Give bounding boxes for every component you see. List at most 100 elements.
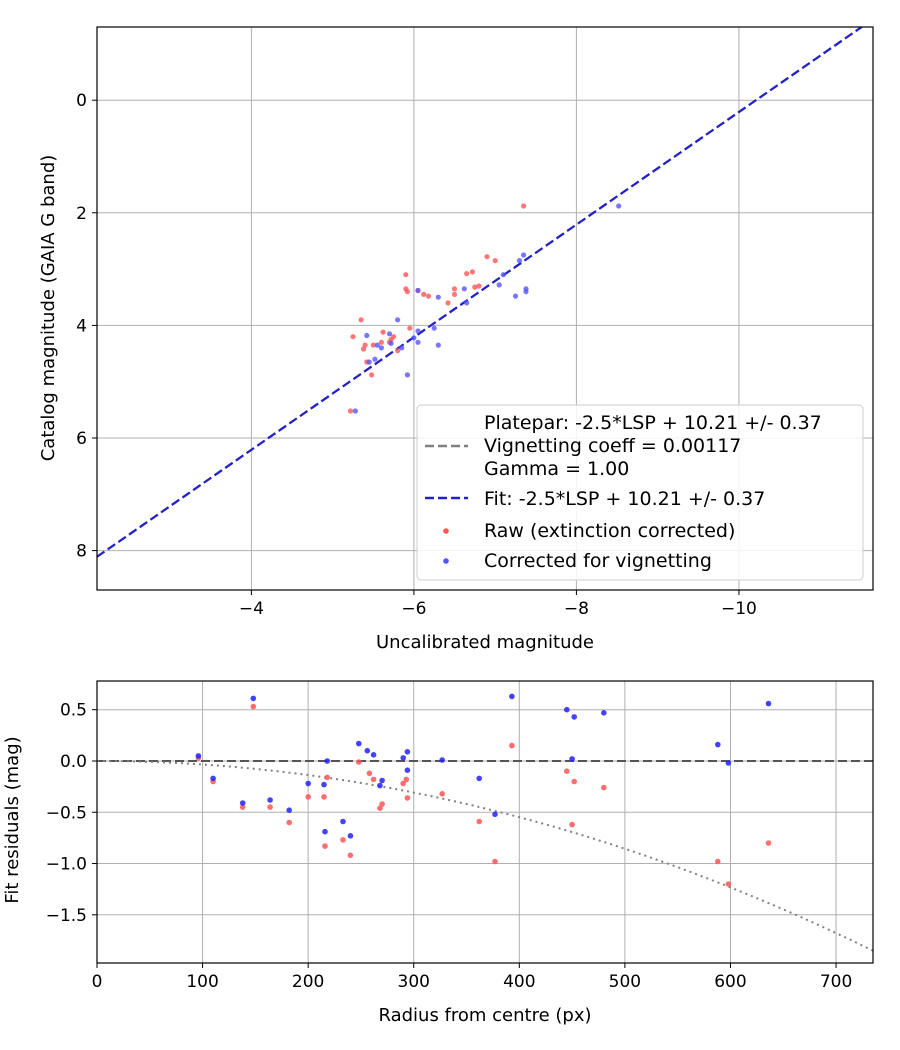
corrected-point: [509, 693, 515, 700]
raw-point: [425, 293, 432, 299]
raw-point: [484, 254, 490, 260]
y-tick-label: 0.5: [60, 701, 87, 721]
x-tick-label: −4: [239, 599, 264, 619]
x-tick-label: −6: [401, 599, 426, 619]
raw-point: [369, 372, 375, 378]
corrected-point: [267, 797, 273, 803]
corrected-point: [347, 833, 354, 839]
raw-point: [492, 258, 498, 264]
raw-point: [451, 291, 458, 297]
raw-point: [362, 342, 368, 348]
x-tick-label: 500: [609, 972, 641, 992]
corrected-point: [210, 775, 216, 782]
raw-point: [379, 801, 385, 807]
reference-lines: [97, 759, 873, 952]
corrected-point: [492, 811, 498, 818]
corrected-point: [616, 203, 622, 209]
corrected-point: [239, 800, 246, 806]
corrected-point: [370, 752, 377, 758]
corrected-point: [415, 328, 421, 334]
y-tick-label: −1.5: [46, 906, 87, 926]
raw-point: [395, 348, 401, 354]
x-tick-label: −10: [721, 599, 757, 619]
raw-point: [366, 770, 373, 777]
y-axis-label: Fit residuals (mag): [2, 736, 23, 903]
x-tick-label: 300: [398, 972, 430, 992]
corrected-point: [388, 340, 394, 346]
corrected-point: [374, 342, 380, 348]
x-tick-label: 400: [503, 972, 535, 992]
corrected-point: [464, 300, 470, 306]
corrected-point: [521, 252, 527, 258]
raw-point: [391, 334, 397, 340]
fit-line: [97, 27, 864, 558]
raw-point: [725, 881, 732, 887]
corrected-point: [411, 335, 417, 341]
corrected-point: [305, 780, 312, 787]
raw-point: [400, 780, 407, 787]
corrected-point: [379, 777, 385, 784]
vignetting-model-curve: [97, 760, 873, 952]
corrected-point: [340, 818, 346, 825]
corrected-point: [404, 767, 411, 773]
corrected-point: [725, 760, 732, 766]
raw-point: [250, 703, 257, 710]
x-tick-label: 0: [92, 972, 103, 992]
corrected-point: [601, 710, 607, 716]
tick-labels: 0 100 200 300 400 500 600 700 0.5 0.0 −0.5 −1.0 −1.5: [46, 701, 853, 992]
raw-point: [445, 300, 451, 306]
raw-point: [601, 784, 607, 791]
plot-frame: [96, 26, 874, 591]
legend: Platepar: -2.5*LSP + 10.21 +/- 0.37 Vign…: [416, 404, 864, 581]
legend-raw-marker: [443, 528, 449, 534]
raw-point: [356, 759, 362, 765]
y-axis-label: Catalog magnitude (GAIA G band): [38, 155, 59, 462]
corrected-point: [404, 372, 410, 378]
fit-lines: [97, 27, 864, 558]
raw-point: [378, 339, 384, 345]
raw-point: [765, 840, 772, 846]
legend-box: [416, 404, 864, 581]
raw-point: [322, 843, 328, 849]
raw-point: [407, 325, 413, 331]
raw-point: [305, 794, 312, 800]
x-tick-label: 600: [714, 972, 746, 992]
y-tick-label: 0.0: [60, 752, 87, 772]
y-tick-label: 0: [76, 91, 87, 111]
raw-point: [439, 791, 446, 797]
raw-point: [404, 289, 410, 295]
corrected-point: [250, 695, 257, 702]
raw-point: [715, 858, 721, 865]
plot-frame: [96, 680, 874, 964]
corrected-point: [364, 747, 371, 754]
x-tick-label: −8: [564, 599, 589, 619]
corrected-point: [195, 753, 202, 759]
x-tick-label: 200: [292, 972, 324, 992]
corrected-point: [386, 331, 393, 337]
corrected-point: [321, 781, 327, 788]
raw-point: [360, 346, 367, 352]
y-tick-label: 8: [76, 542, 87, 562]
y-tick-label: −0.5: [46, 803, 87, 823]
raw-point: [347, 852, 354, 859]
y-tick-label: 4: [76, 316, 87, 336]
raw-point: [571, 778, 577, 785]
raw-point: [267, 804, 273, 810]
raw-point: [469, 269, 475, 275]
corrected-point: [415, 287, 421, 294]
corrected-point: [324, 758, 331, 764]
corrected-point: [352, 408, 358, 414]
corrected-point: [500, 272, 506, 278]
corrected-point: [400, 755, 407, 761]
corrected-point: [415, 339, 421, 345]
corrected-point: [569, 756, 575, 762]
corrected-point: [286, 807, 293, 813]
x-tick-label: 700: [820, 972, 852, 992]
raw-point: [403, 272, 409, 278]
corrected-point: [356, 740, 362, 747]
raw-point: [340, 837, 346, 843]
corrected-point: [571, 714, 577, 720]
raw-point: [476, 818, 483, 825]
raw-point: [403, 776, 410, 783]
